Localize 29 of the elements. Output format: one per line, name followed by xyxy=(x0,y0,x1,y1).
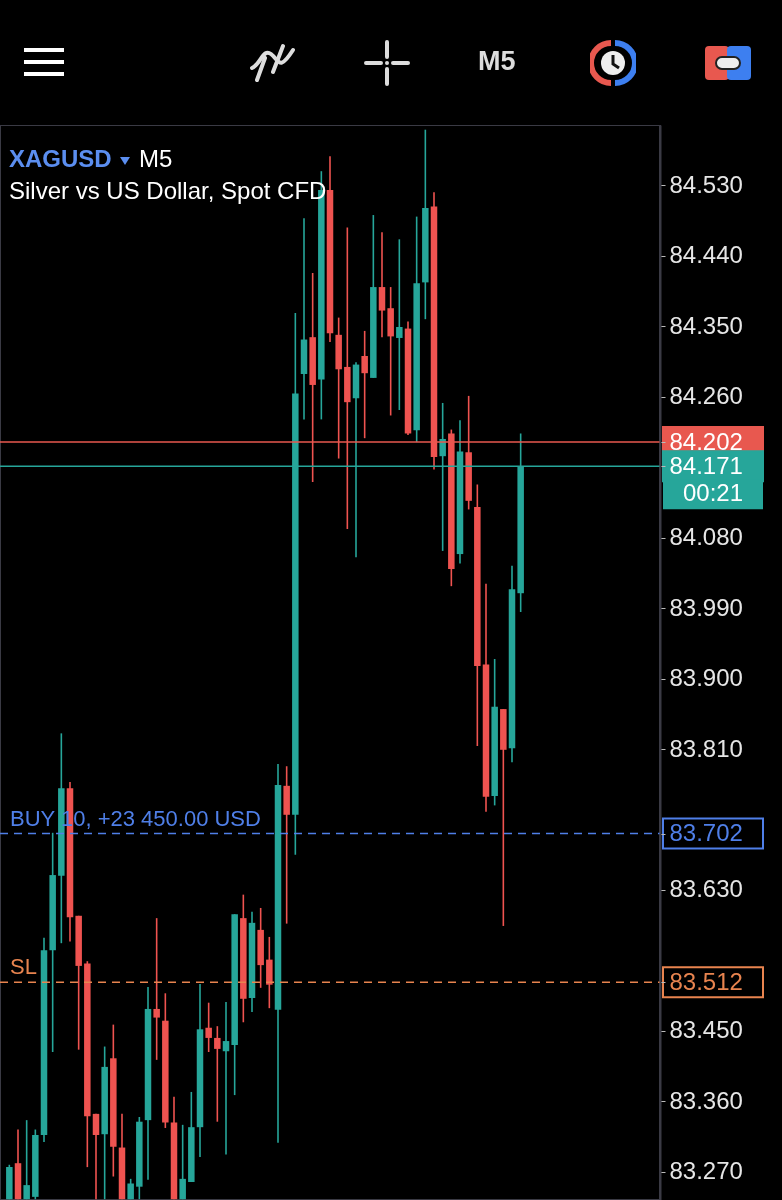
candlestick xyxy=(92,1113,100,1200)
candlestick xyxy=(378,231,386,338)
candlestick xyxy=(153,917,160,1061)
y-tick-label: 83.810 xyxy=(669,734,743,762)
y-tick-label: 83.630 xyxy=(669,875,743,903)
text: XAGUSD xyxy=(9,145,112,172)
candlestick xyxy=(361,330,368,439)
candlestick xyxy=(214,1025,221,1123)
ref-line-label: SL xyxy=(10,954,37,980)
y-tick-label: 83.702 xyxy=(669,819,743,847)
y-tick-label: 84.080 xyxy=(669,523,743,551)
text: 00:21 xyxy=(682,479,744,507)
y-tick-label: 83.270 xyxy=(669,1157,743,1185)
candlestick xyxy=(179,1124,186,1200)
candlestick xyxy=(396,238,403,411)
y-tick-label: 83.900 xyxy=(669,664,743,692)
text: M5 xyxy=(478,46,516,77)
y-tick-label: 84.260 xyxy=(669,382,743,410)
candlestick xyxy=(23,1119,30,1200)
y-tick-label: 83.450 xyxy=(669,1016,743,1044)
y-tick-label: 83.512 xyxy=(669,967,743,995)
candlestick xyxy=(222,1001,230,1156)
y-tick-label: 84.350 xyxy=(669,311,743,339)
candlestick xyxy=(205,1001,212,1053)
y-tick-label: 83.360 xyxy=(669,1086,743,1114)
y-tick-label: 84.530 xyxy=(669,170,743,198)
y-tick-label: 83.990 xyxy=(669,593,743,621)
annotation: M5 xyxy=(139,145,173,172)
y-tick-label: 84.440 xyxy=(669,241,743,269)
